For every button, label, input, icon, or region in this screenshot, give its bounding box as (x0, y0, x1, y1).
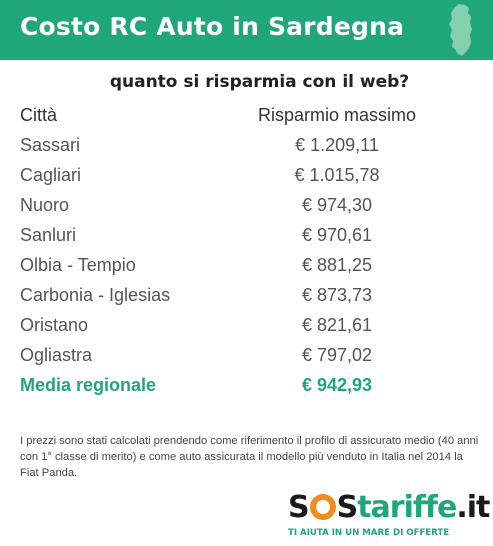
header-banner: Costo RC Auto in Sardegna (0, 0, 493, 60)
methodology-note: I prezzi sono stati calcolati prendendo … (20, 435, 479, 479)
city-name: Sanluri (20, 225, 77, 245)
city-name: Olbia - Tempio (20, 255, 136, 275)
table-row: Sassari € 1.209,11 (0, 132, 493, 162)
subtitle: quanto si risparmia con il web? (109, 72, 410, 92)
logo-tagline: TI AIUTA IN UN MARE DI OFFERTE (288, 528, 450, 538)
city-name: Oristano (20, 315, 89, 335)
table-row: Olbia - Tempio € 881,25 (0, 252, 493, 282)
table-header-row: Città Risparmio massimo (0, 102, 493, 132)
savings-value: € 974,30 (301, 195, 373, 215)
savings-value: € 970,61 (301, 225, 373, 245)
savings-table: Città Risparmio massimo Sassari € 1.209,… (0, 102, 493, 402)
city-name: Sassari (20, 135, 81, 155)
savings-value: € 1.015,78 (294, 165, 380, 185)
average-value: € 942,93 (301, 375, 373, 395)
savings-value: € 881,25 (301, 255, 373, 275)
sostariffe-logo: S Stariffe.it TI AIUTA IN UN MARE DI OFFE… (288, 490, 490, 540)
table-row: Sanluri € 970,61 (0, 222, 493, 252)
average-label: Media regionale (20, 375, 157, 395)
logo-wordmark: S Stariffe.it (288, 490, 490, 526)
logo-tariffe: tariffe (357, 490, 457, 525)
city-name: Cagliari (20, 165, 82, 185)
savings-value: € 821,61 (301, 315, 373, 335)
savings-value: € 797,02 (301, 345, 373, 365)
city-name: Carbonia - Iglesias (20, 285, 171, 305)
table-row: Ogliastra € 797,02 (0, 342, 493, 372)
lifebuoy-icon (309, 494, 336, 520)
column-header-city: Città (20, 105, 58, 125)
table-row: Cagliari € 1.015,78 (0, 162, 493, 192)
savings-value: € 1.209,11 (295, 135, 379, 155)
city-name: Ogliastra (20, 345, 93, 365)
logo-letter-s1: S (288, 490, 310, 525)
table-row: Nuoro € 974,30 (0, 192, 493, 222)
page-title: Costo RC Auto in Sardegna (20, 12, 405, 41)
table-row: Carbonia - Iglesias € 873,73 (0, 282, 493, 312)
sardinia-map-icon (449, 4, 472, 56)
city-name: Nuoro (20, 195, 70, 215)
savings-value: € 873,73 (301, 285, 373, 305)
column-header-savings: Risparmio massimo (257, 105, 417, 125)
logo-tld: .it (456, 490, 490, 525)
average-row: Media regionale € 942,93 (0, 372, 493, 402)
table-row: Oristano € 821,61 (0, 312, 493, 342)
logo-letter-s2: S (336, 490, 359, 525)
